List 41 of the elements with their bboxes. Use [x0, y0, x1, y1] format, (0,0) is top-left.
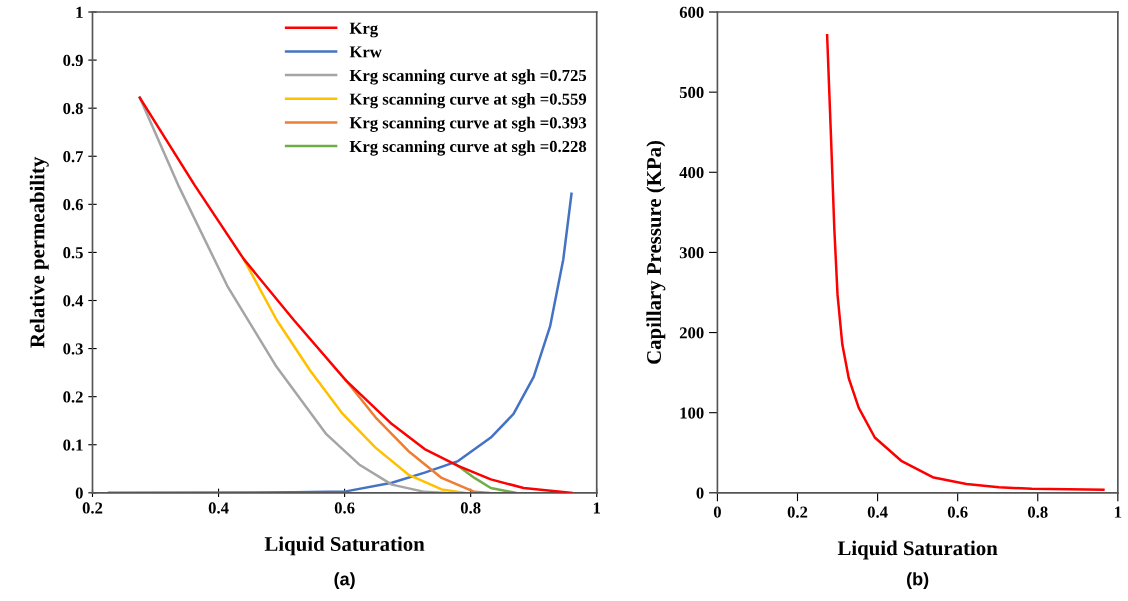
y-tick-label: 600 — [679, 6, 704, 18]
y-tick-label: 100 — [680, 407, 704, 419]
x-tick-label: 1 — [1115, 506, 1122, 518]
legend-label: Krg scanning curve at sgh =0.725 — [349, 69, 587, 85]
y-tick-label: 0.7 — [63, 150, 84, 163]
x-tick-label: 1 — [593, 502, 601, 514]
y-tick-label: 0.2 — [63, 391, 83, 403]
y-tick-label: 0.3 — [63, 343, 83, 355]
y-tick-label: 0.6 — [63, 199, 83, 211]
y-tick-label: 500 — [679, 86, 704, 99]
y-tick-label: 0.8 — [63, 102, 83, 115]
legend-label: Krg — [349, 22, 378, 38]
legend-label: Krg scanning curve at sgh =0.228 — [349, 140, 587, 156]
x-tick-label: 0.4 — [208, 502, 229, 514]
text: (b) — [907, 572, 929, 589]
y-tick-label: 0.5 — [63, 247, 83, 259]
y-tick-label: 0.4 — [63, 295, 84, 307]
x-axis-title: Liquid Saturation — [264, 536, 425, 556]
x-tick-label: 0.8 — [460, 502, 481, 514]
y-tick-label: 1 — [76, 6, 83, 18]
legend-label: Krg scanning curve at sgh =0.559 — [349, 93, 587, 109]
line-series — [825, 34, 1105, 491]
y-tick-label: 0.9 — [63, 54, 83, 67]
x-axis-title: Liquid Saturation — [837, 540, 998, 560]
y-tick-label: 0 — [696, 487, 704, 499]
x-tick-label: 0.6 — [947, 506, 968, 518]
y-tick-label: 0.1 — [63, 439, 83, 451]
y-axis-title: Capillary Pressure (KPa) — [646, 140, 666, 364]
y-tick-label: 400 — [679, 166, 704, 179]
text: (a) — [334, 572, 355, 589]
x-tick-label: 0.6 — [334, 502, 355, 514]
x-tick-label: 0 — [713, 506, 721, 518]
x-tick-label: 0.4 — [867, 506, 888, 518]
y-tick-label: 200 — [679, 327, 704, 339]
x-tick-label: 0.2 — [787, 506, 808, 518]
y-axis-title: Relative permeability — [29, 156, 49, 348]
legend-label: Krg scanning curve at sgh =0.393 — [349, 116, 587, 132]
y-tick-label: 300 — [679, 247, 704, 259]
x-tick-label: 0.8 — [1027, 506, 1048, 518]
y-tick-label: 0 — [75, 487, 83, 499]
legend-label: Krw — [349, 46, 382, 58]
